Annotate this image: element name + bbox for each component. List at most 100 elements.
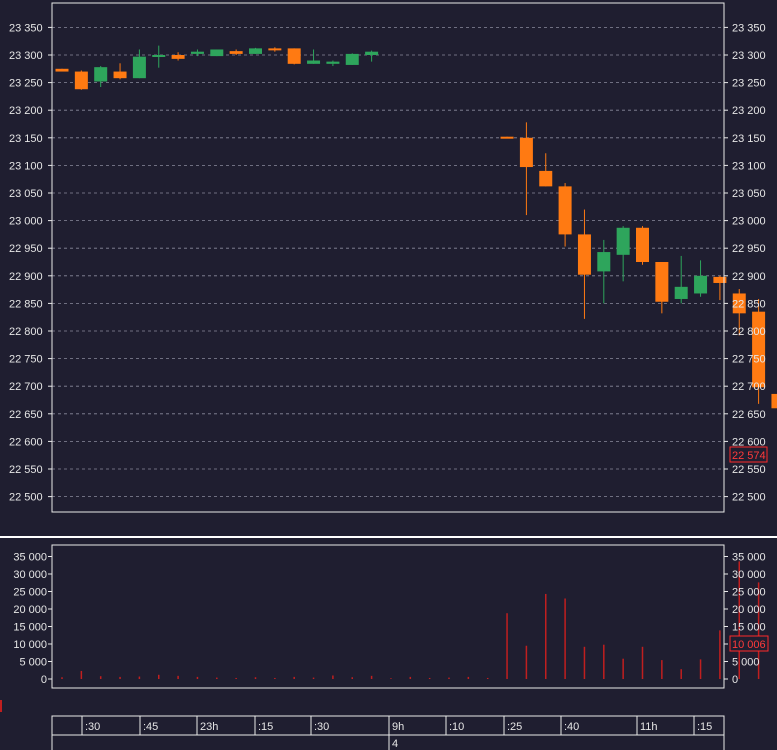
price-tick-label: 22 650 [9, 409, 43, 421]
price-tick-label: 23 100 [9, 160, 43, 172]
volume-panel: 0 5 000 10 000 15 000 20 000 25 000 30 000 35 0… [13, 544, 769, 689]
volume-last-value: 10 006 [732, 639, 766, 651]
candle-body [655, 262, 669, 302]
volume-bar [719, 630, 721, 679]
time-tick-label: :10 [449, 721, 464, 733]
price-tick-label: 22 600 [9, 436, 43, 448]
price-last-value: 22 574 [732, 450, 766, 462]
volume-bar [486, 677, 489, 679]
price-tick-label: 23 350 [9, 22, 43, 34]
price-tick-label: 22 550 [732, 464, 766, 476]
candle-body [249, 48, 262, 54]
candle [655, 262, 669, 314]
candle-body [500, 136, 514, 139]
volume-bar [641, 646, 644, 679]
price-tick-label: 23 250 [732, 78, 766, 90]
price-axis-right: 22 500 22 550 22 600 22 650 22 700 22 750 22 8… [724, 22, 766, 504]
price-tick-label: 23 000 [9, 216, 43, 228]
candle [132, 49, 146, 79]
price-tick-label: 23 300 [732, 50, 766, 62]
candle-body [210, 49, 224, 57]
candle [229, 49, 243, 55]
volume-tick-label: 30 000 [13, 569, 47, 581]
candle [674, 255, 688, 304]
volume-bar [545, 593, 547, 679]
volume-tick-label: 25 000 [13, 587, 47, 599]
time-axis: :30:45 23h:15:30 9h:10:25:40 11h:15 4 [51, 715, 725, 750]
volume-bar [61, 677, 63, 679]
candle [249, 47, 262, 54]
candle [365, 50, 379, 62]
price-tick-label: 22 800 [9, 326, 43, 338]
time-tick-label: :40 [564, 721, 579, 733]
candle [55, 68, 69, 72]
volume-bar [274, 677, 276, 679]
price-plot-frame [51, 2, 725, 513]
candle-body [558, 186, 572, 235]
volume-bar [158, 674, 160, 679]
price-tick-label: 23 000 [732, 216, 766, 228]
volume-bar [99, 676, 102, 679]
volume-bar [738, 561, 740, 679]
price-candles [55, 45, 777, 409]
price-tick-label: 22 750 [9, 354, 43, 366]
price-tick-label: 22 750 [732, 354, 766, 366]
time-tick-label: :15 [697, 721, 712, 733]
volume-bar [351, 677, 353, 679]
volume-bar [80, 670, 83, 679]
volume-bar [622, 658, 624, 679]
candle [539, 153, 553, 187]
volume-bar [293, 676, 295, 679]
candle [210, 49, 224, 57]
volume-bar [254, 677, 257, 679]
price-tick-label: 23 100 [732, 160, 766, 172]
volume-plot-frame [51, 544, 725, 689]
candle-body [771, 393, 777, 409]
time-tick-label: 23h [200, 721, 218, 733]
price-tick-label: 23 150 [732, 133, 766, 145]
price-tick-label: 22 700 [9, 381, 43, 393]
candle-body [307, 60, 321, 64]
volume-bar [583, 646, 586, 679]
price-last-value-tag: 22 574 [729, 446, 768, 463]
volume-bar [177, 675, 179, 679]
candle-body [229, 51, 243, 54]
volume-bar [428, 677, 431, 679]
volume-last-value-tag: 10 006 [729, 635, 769, 652]
candle-body [636, 227, 649, 262]
candle [616, 226, 630, 282]
candle-body [616, 227, 630, 255]
candle [732, 289, 746, 336]
volume-tick-label: 5 000 [732, 657, 760, 669]
candle [171, 52, 185, 61]
price-tick-label: 22 500 [732, 492, 766, 504]
volume-bar [467, 676, 470, 679]
volume-bar [448, 677, 450, 679]
volume-bar [216, 677, 218, 679]
price-tick-label: 22 700 [732, 381, 766, 393]
volume-tick-label: 35 000 [732, 552, 766, 564]
candle [190, 49, 204, 57]
price-tick-label: 22 950 [732, 243, 766, 255]
price-axis-left: 22 500 22 550 22 600 22 650 22 700 22 750 22 8… [9, 22, 52, 504]
candle [113, 63, 127, 80]
candle-body [152, 55, 166, 57]
price-tick-label: 22 850 [732, 298, 766, 310]
candle-body [171, 55, 185, 59]
candle [597, 239, 611, 304]
volume-bars [61, 561, 760, 679]
candle-body [345, 53, 359, 65]
candle [287, 48, 301, 65]
candle-body [732, 293, 746, 314]
candle-body [190, 51, 204, 54]
candle [558, 183, 572, 247]
volume-bar [390, 678, 392, 679]
price-gridlines [52, 26, 724, 498]
time-tick-label: :15 [258, 721, 273, 733]
candle-body [287, 48, 301, 64]
candle-body [674, 286, 688, 299]
candle [307, 49, 321, 64]
candle-body [268, 48, 282, 51]
